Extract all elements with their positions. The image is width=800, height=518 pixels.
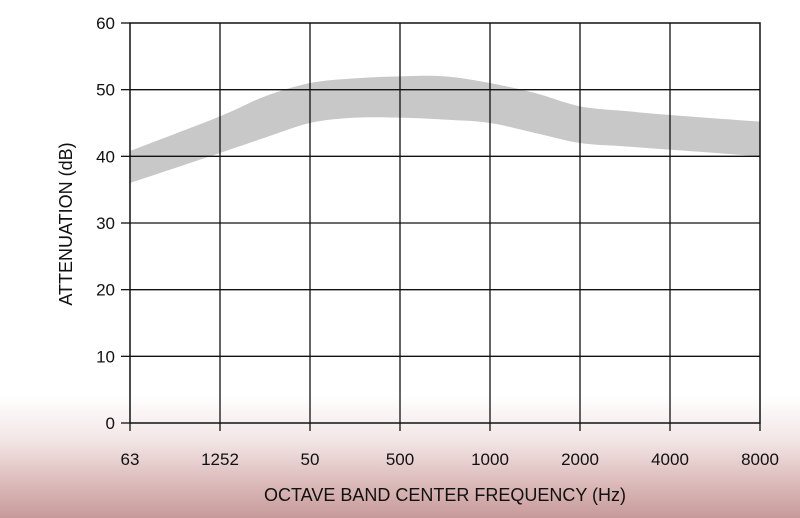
y-tick-label: 40 (96, 147, 115, 166)
x-tick-label: 1252 (201, 450, 239, 469)
y-tick-label: 10 (96, 347, 115, 366)
y-tick-label: 20 (96, 281, 115, 300)
x-axis-label: OCTAVE BAND CENTER FREQUENCY (Hz) (264, 485, 626, 505)
y-axis-label: ATTENUATION (dB) (56, 142, 76, 305)
y-tick-label: 0 (106, 414, 115, 433)
y-tick-label: 30 (96, 214, 115, 233)
x-tick-label: 500 (386, 450, 414, 469)
x-tick-label: 50 (301, 450, 320, 469)
x-tick-label: 2000 (561, 450, 599, 469)
x-tick-label: 1000 (471, 450, 509, 469)
y-tick-label: 50 (96, 81, 115, 100)
x-tick-label: 4000 (651, 450, 689, 469)
x-tick-label: 8000 (741, 450, 779, 469)
y-tick-label: 60 (96, 14, 115, 33)
x-tick-label: 63 (121, 450, 140, 469)
attenuation-range-band (130, 75, 760, 183)
